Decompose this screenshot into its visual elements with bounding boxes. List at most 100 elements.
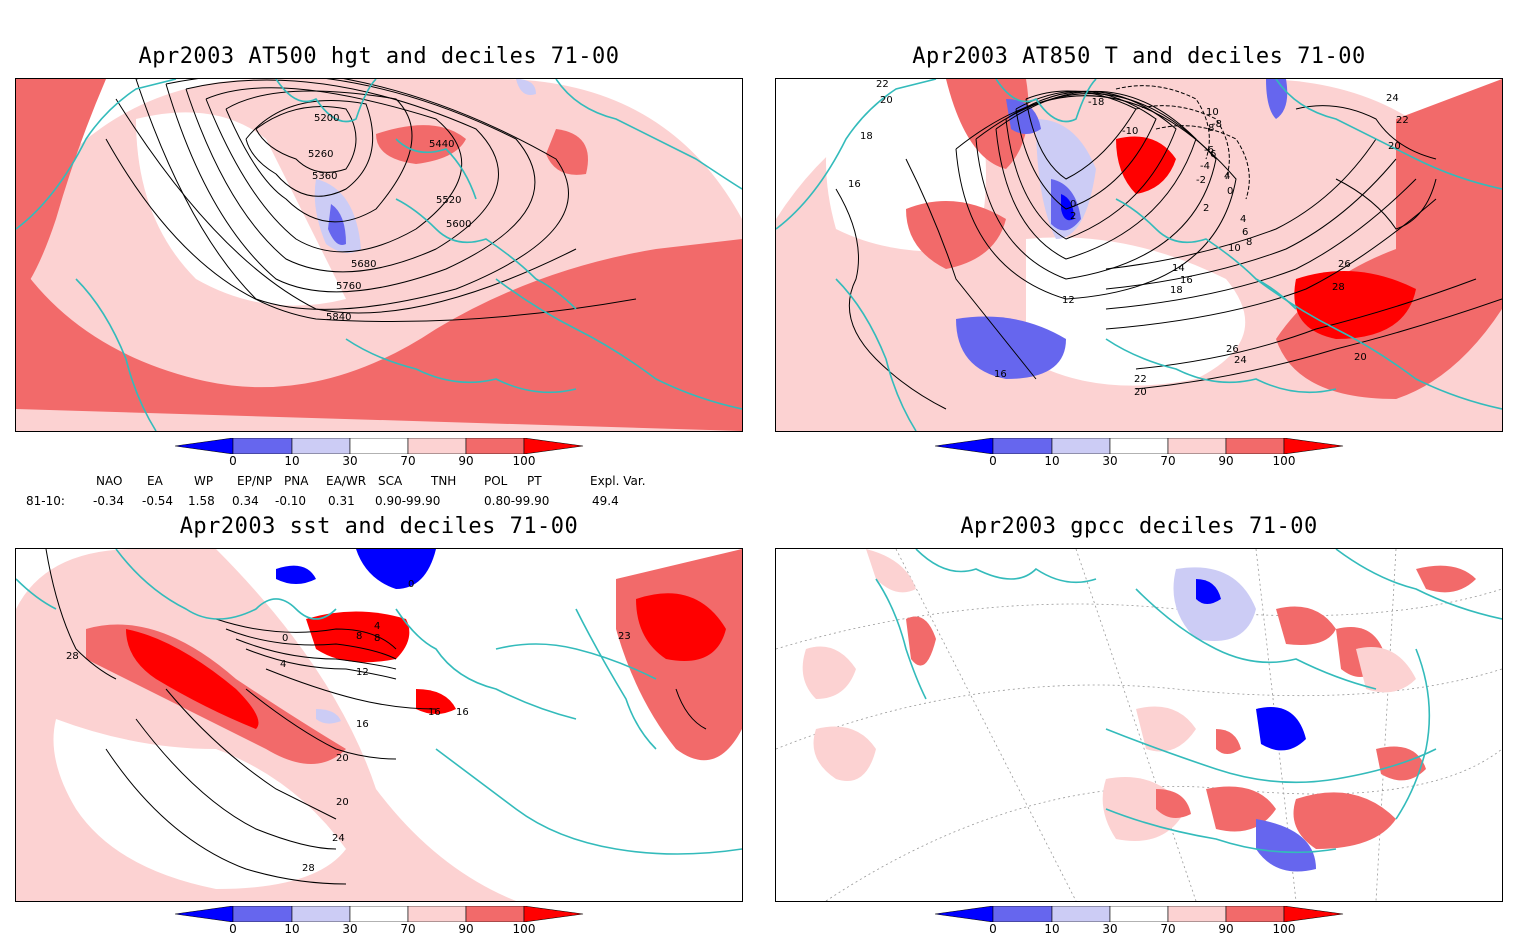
- contour-label: 16: [356, 719, 369, 730]
- anomaly-blue-dark: [1061, 194, 1074, 221]
- contour-label: 10: [1228, 243, 1241, 254]
- coastlines: [776, 79, 1502, 431]
- anomaly-white-patch: [1026, 237, 1246, 386]
- contour-label: 5360: [312, 171, 337, 182]
- contour-label: -10: [1122, 126, 1138, 137]
- contour-label: 20: [1134, 387, 1147, 398]
- contour-label: 22: [876, 79, 889, 90]
- panel-title-t850: Apr2003 AT850 T and deciles 71-00: [912, 44, 1366, 69]
- precip-anomalies: [802, 549, 1476, 872]
- contour-label: 0: [282, 633, 288, 644]
- contour-label: 4: [280, 659, 286, 670]
- colorbar-tick: 70: [1160, 922, 1176, 936]
- anomaly-red-west: [16, 79, 106, 299]
- contour-label: 23: [618, 631, 631, 642]
- anomaly-blue-patch: [316, 709, 341, 724]
- value-eawr: 0.31: [328, 494, 355, 508]
- contour-label: 18: [1170, 285, 1183, 296]
- colorbar-tick: 100: [1272, 922, 1296, 936]
- header-expl-var: Expl. Var.: [590, 474, 646, 488]
- contour-label: 20: [1388, 141, 1401, 152]
- contour-label: 5600: [446, 219, 471, 230]
- map-panel-sst: 28 0 4 8 12 16 16 20 20 24 28 4 8 16 23 …: [15, 548, 743, 902]
- contour-label: 0: [408, 579, 414, 590]
- anomaly-blue-patch: [1266, 79, 1288, 119]
- panel-title-hgt500: Apr2003 AT500 hgt and deciles 71-00: [138, 44, 620, 69]
- contour-label: 24: [1234, 355, 1247, 366]
- contour-label: 18: [860, 131, 873, 142]
- colorbar-tick: 0: [989, 454, 997, 468]
- contour-label: 8: [374, 633, 380, 644]
- colorbar-tick: 90: [1218, 454, 1234, 468]
- value-wp: 1.58: [188, 494, 215, 508]
- contour-label: 20: [880, 95, 893, 106]
- contour-label: 26: [1226, 344, 1239, 355]
- anomaly-red-core: [126, 629, 259, 729]
- colorbar-tick: 100: [512, 454, 536, 468]
- contour-label: 28: [1332, 282, 1345, 293]
- contour-label: 16: [456, 707, 469, 718]
- map-hgt500: 5200 5260 5360 5440 5520 5600 5680 5760 …: [16, 79, 742, 431]
- header-wp: WP: [194, 474, 214, 488]
- colorbar-gpcc: 0 10 30 70 90 100: [934, 905, 1355, 940]
- header-nao: NAO: [96, 474, 123, 488]
- contours: [835, 90, 1502, 410]
- colorbar-tick: 10: [284, 922, 300, 936]
- contour-label: 24: [332, 833, 345, 844]
- value-ea: -0.54: [142, 494, 174, 508]
- contour-label: -8: [1212, 119, 1222, 130]
- contour-label: 6: [1242, 227, 1248, 238]
- coastlines: [16, 79, 742, 431]
- map-t850: 22 20 18 16 12 10 8 6 4 2 0 -2 -4 -6 -8 …: [776, 79, 1502, 431]
- colorbar-tick: 90: [1218, 922, 1234, 936]
- contour-label: 20: [336, 753, 349, 764]
- map-panel-hgt500: 5200 5260 5360 5440 5520 5600 5680 5760 …: [15, 78, 743, 432]
- contour-label: 22: [1134, 374, 1147, 385]
- panel-title-gpcc: Apr2003 gpcc deciles 71-00: [960, 514, 1318, 539]
- value-nao: -0.34: [93, 494, 125, 508]
- map-panel-gpcc: [775, 548, 1503, 902]
- colorbar-tick: 90: [458, 454, 474, 468]
- contour-label: 16: [1180, 275, 1193, 286]
- header-epnp: EP/NP: [237, 474, 273, 488]
- header-ea: EA: [147, 474, 163, 488]
- value-epnp: 0.34: [232, 494, 259, 508]
- anomaly-red-core: [1294, 271, 1416, 339]
- colorbar-tick: 0: [229, 922, 237, 936]
- negative-contours: [1115, 85, 1250, 200]
- contour-label: 5760: [336, 281, 361, 292]
- contour-label: 28: [66, 651, 79, 662]
- header-pna: PNA: [284, 474, 309, 488]
- colorbar-tick: 10: [1044, 454, 1060, 468]
- contours: [45, 549, 707, 885]
- colorbar-tick: 70: [400, 454, 416, 468]
- coastlines: [875, 549, 1502, 854]
- contour-label: 5200: [314, 113, 339, 124]
- map-sst: 28 0 4 8 12 16 16 20 20 24 28 4 8 16 23 …: [16, 549, 742, 901]
- value-sca: 0.90-99.90: [375, 494, 441, 508]
- contour-label: 16: [994, 369, 1007, 380]
- anomaly-red-patch: [906, 201, 1006, 269]
- contour-label: 12: [1062, 295, 1075, 306]
- colorbar-tick: 0: [229, 454, 237, 468]
- contour-label: 16: [428, 707, 441, 718]
- anomaly-blue-core: [328, 204, 346, 245]
- contour-label: -6: [1204, 145, 1214, 156]
- anomaly-red-patch: [416, 689, 456, 714]
- row-label: 81-10:: [26, 494, 65, 508]
- contour-label: 22: [1396, 115, 1409, 126]
- contour-label: 4: [1224, 171, 1230, 182]
- map-panel-t850: 22 20 18 16 12 10 8 6 4 2 0 -2 -4 -6 -8 …: [775, 78, 1503, 432]
- colorbar-swatch: [174, 437, 584, 455]
- colorbar-sst: 0 10 30 70 90 100: [174, 905, 595, 940]
- contour-label: 5680: [351, 259, 376, 270]
- contour-label: 24: [1386, 93, 1399, 104]
- value-pna: -0.10: [275, 494, 307, 508]
- contour-labels: 22 20 18 16 12 10 8 6 4 2 0 -2 -4 -6 -8 …: [848, 79, 1409, 398]
- contour-label: 2: [1070, 211, 1076, 222]
- contour-label: 26: [1338, 259, 1351, 270]
- contour-label: 16: [848, 179, 861, 190]
- coastlines: [16, 549, 742, 855]
- colorbar-tick: 30: [342, 454, 358, 468]
- contour-label: 12: [356, 667, 369, 678]
